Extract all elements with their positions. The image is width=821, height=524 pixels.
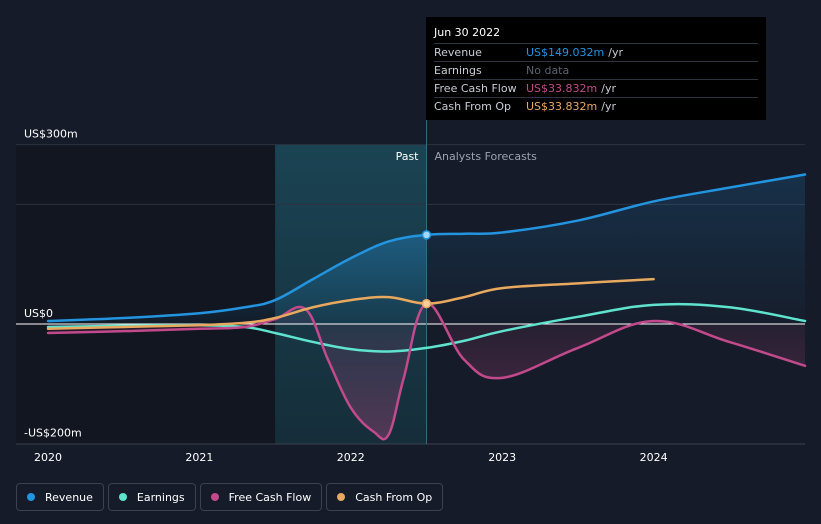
tooltip-row-earnings: Earnings No data: [434, 61, 758, 79]
legend-item-free-cash-flow[interactable]: Free Cash Flow: [199, 483, 323, 511]
tooltip-value: US$33.832m: [526, 100, 598, 113]
tooltip-label: Revenue: [434, 46, 482, 59]
y-tick-label: US$300m: [24, 128, 78, 141]
x-tick-label: 2023: [488, 451, 516, 464]
legend-label: Revenue: [45, 490, 93, 504]
tooltip-date: Jun 30 2022: [434, 26, 501, 39]
revenue-area-forecast: [426, 174, 805, 324]
x-tick-label: 2022: [337, 451, 365, 464]
x-tick-label: 2021: [185, 451, 213, 464]
x-tick-label: 2020: [34, 451, 62, 464]
legend-item-cash-from-op[interactable]: Cash From Op: [326, 483, 444, 511]
tooltip-label: Earnings: [434, 64, 482, 77]
legend-label: Earnings: [136, 490, 185, 504]
legend-label: Free Cash Flow: [228, 490, 312, 504]
tooltip-label: Cash From Op: [434, 100, 512, 113]
legend-dot-icon: [118, 493, 127, 501]
series-line-revenue: [46, 173, 807, 323]
tooltip-value: No data: [526, 64, 570, 77]
legend-dot-icon: [210, 493, 219, 501]
series-line-free-cash-flow: [46, 302, 807, 441]
tooltip-unit: /yr: [601, 82, 616, 95]
tooltip-row-cash-from-op: Cash From Op US$33.832m /yr: [434, 97, 758, 115]
revenue-area-past: [48, 234, 427, 324]
tooltip-row-revenue: Revenue US$149.032m /yr: [434, 43, 758, 61]
tooltip-row-free-cash-flow: Free Cash Flow US$33.832m /yr: [434, 79, 758, 97]
tooltip-label: Free Cash Flow: [434, 82, 517, 95]
y-tick-label: US$0: [24, 307, 53, 320]
legend-dot-icon: [337, 493, 346, 501]
legend-item-revenue[interactable]: Revenue: [16, 483, 104, 511]
tooltip-value: US$149.032m: [526, 46, 605, 59]
tooltip-value: US$33.832m: [526, 82, 598, 95]
legend-item-earnings[interactable]: Earnings: [107, 483, 196, 511]
legend-label: Cash From Op: [355, 490, 433, 504]
past-label: Past: [396, 150, 420, 163]
x-tick-label: 2024: [640, 451, 668, 464]
forecast-label: Analysts Forecasts: [435, 150, 538, 163]
tooltip-unit: /yr: [608, 46, 623, 59]
legend-dot-icon: [27, 493, 35, 501]
tooltip: Jun 30 2022 Revenue US$149.032m /yr Earn…: [426, 17, 766, 120]
revenue-marker: [421, 230, 432, 240]
y-tick-label: -US$200m: [24, 427, 82, 440]
series-line-cash-from-op: [46, 277, 655, 331]
cash-from-op-marker: [421, 298, 432, 309]
tooltip-unit: /yr: [601, 100, 616, 113]
legend: Revenue Earnings Free Cash Flow Cash Fro…: [16, 483, 444, 511]
